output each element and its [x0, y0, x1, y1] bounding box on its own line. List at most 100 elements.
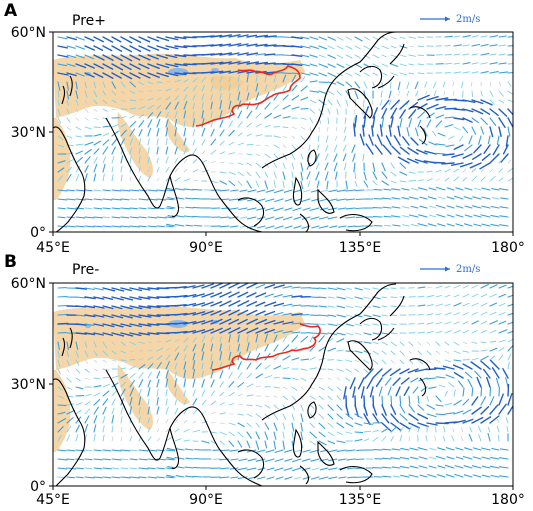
- wind-vector: [355, 432, 363, 433]
- wind-vector: [157, 82, 162, 83]
- wind-vector: [58, 297, 67, 298]
- wind-vector: [58, 405, 66, 406]
- wind-vector: [283, 378, 290, 379]
- wind-vector: [274, 127, 279, 128]
- wind-vector: [221, 450, 229, 451]
- wind-vector: [148, 208, 155, 209]
- wind-vector: [472, 91, 473, 97]
- wind-vector: [445, 36, 452, 37]
- wind-vector: [166, 199, 173, 200]
- wind-vector: [400, 396, 401, 404]
- wind-vector: [426, 369, 436, 370]
- wind-vector: [472, 388, 473, 396]
- panel-b-xlabel-180: 180°: [491, 492, 525, 507]
- wind-vector: [148, 468, 155, 469]
- wind-vector: [436, 414, 445, 415]
- wind-vector: [508, 45, 517, 46]
- wind-vector: [85, 190, 92, 191]
- wind-vector: [391, 324, 396, 325]
- wind-vector: [130, 359, 135, 360]
- wind-vector: [356, 217, 364, 218]
- wind-vector: [103, 378, 108, 379]
- wind-vector: [103, 208, 110, 209]
- wind-vector: [391, 333, 397, 334]
- wind-vector: [195, 226, 203, 227]
- panel-a-ylabel-0: 0°: [30, 225, 46, 241]
- wind-vector: [283, 64, 293, 65]
- wind-vector: [103, 190, 110, 191]
- wind-vector: [355, 226, 364, 227]
- panel-a-x-ticks: [53, 232, 513, 236]
- panel-b-ylabel-60n: 60°N: [11, 276, 46, 292]
- wind-vector: [103, 459, 110, 460]
- wind-vector: [222, 199, 229, 200]
- panel-b-y-ticks: [49, 283, 53, 486]
- wind-vector: [58, 306, 67, 307]
- panel-b: B Pre- 2m/s 60°N 30°N 0° 45°E 90°E 135°E…: [4, 252, 525, 507]
- wind-vector: [355, 190, 364, 191]
- panel-b-xlabel-90e: 90°E: [189, 492, 223, 507]
- wind-vector: [194, 467, 202, 468]
- wind-vector: [166, 208, 173, 209]
- wind-vector: [130, 208, 137, 209]
- wind-vector: [382, 396, 383, 405]
- wind-vector: [58, 324, 68, 325]
- wind-vector: [391, 288, 396, 289]
- wind-vector: [166, 226, 173, 227]
- wind-vector: [391, 306, 396, 307]
- wind-vector: [85, 459, 92, 460]
- wind-vector: [384, 189, 391, 190]
- wind-vector: [283, 37, 292, 38]
- panel-a-y-ticks: [49, 32, 53, 232]
- wind-vector: [139, 226, 146, 227]
- wind-vector: [382, 82, 383, 88]
- wind-vector: [283, 127, 288, 128]
- wind-vector: [157, 477, 164, 478]
- wind-vector: [157, 468, 164, 469]
- wind-vector: [193, 216, 202, 217]
- wind-vector: [355, 477, 364, 478]
- wind-vector: [508, 385, 509, 396]
- wind-vector: [391, 396, 392, 404]
- wind-vector: [94, 450, 101, 451]
- wind-vector: [193, 476, 202, 477]
- panel-a-reference-arrowhead: [445, 17, 450, 22]
- wind-vector: [76, 306, 86, 307]
- panel-b-xlabel-135e: 135°E: [339, 492, 382, 507]
- wind-vector: [166, 477, 173, 478]
- wind-vector: [166, 190, 173, 191]
- wind-vector: [384, 216, 391, 217]
- wind-vector: [265, 54, 275, 55]
- wind-vector: [139, 217, 146, 218]
- wind-vector: [94, 127, 100, 128]
- wind-vector: [445, 46, 450, 47]
- panel-a-xlabel-90e: 90°E: [189, 240, 223, 256]
- wind-vector: [508, 72, 516, 73]
- wind-vector: [356, 459, 364, 460]
- wind-vector: [67, 477, 74, 478]
- wind-vector: [436, 153, 445, 154]
- wind-vector: [508, 36, 517, 37]
- wind-vector: [195, 450, 202, 451]
- panel-a: A Pre+ 2m/s 60°N 30°N 0° 45°E 90°E 135°E…: [4, 1, 525, 256]
- wind-vector: [445, 72, 451, 73]
- panel-b-xlabel-45e: 45°E: [36, 492, 70, 507]
- panel-a-letter: A: [4, 1, 18, 21]
- panel-b-letter: B: [4, 252, 17, 272]
- wind-vector: [194, 459, 202, 460]
- panel-b-ylabel-30n: 30°N: [11, 377, 46, 393]
- wind-vector: [193, 207, 202, 208]
- panel-b-title: Pre-: [72, 262, 99, 278]
- wind-vector: [433, 162, 445, 163]
- wind-vector: [76, 477, 83, 478]
- wind-vector: [76, 468, 83, 469]
- wind-vector: [58, 217, 65, 218]
- panel-a-xlabel-45e: 45°E: [36, 240, 70, 256]
- wind-vector: [193, 198, 202, 199]
- panel-b-reference-arrowhead: [445, 267, 450, 272]
- wind-vector: [139, 477, 146, 478]
- wind-vector: [442, 163, 454, 164]
- wind-vector: [283, 55, 292, 56]
